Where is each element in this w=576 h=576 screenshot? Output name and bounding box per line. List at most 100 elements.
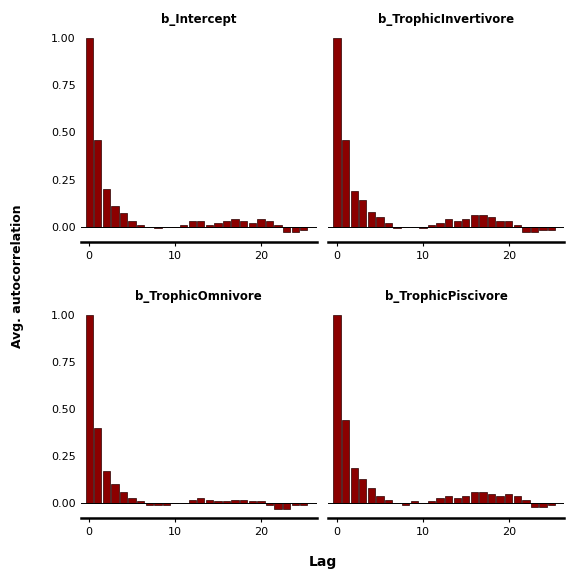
Bar [522,499,529,503]
Bar [249,223,256,226]
Bar [257,502,264,503]
Bar [488,494,495,503]
Bar [334,38,340,226]
Title: b_TrophicOmnivore: b_TrophicOmnivore [135,290,262,303]
Bar [453,221,461,226]
Bar [488,217,495,226]
Bar [232,499,239,503]
Title: b_TrophicPiscivore: b_TrophicPiscivore [385,290,508,303]
Bar [223,221,230,226]
Bar [376,217,384,226]
Bar [497,496,504,503]
Bar [266,503,273,505]
Bar [257,219,264,226]
Bar [514,225,521,226]
Bar [86,315,93,503]
Bar [479,215,487,226]
Bar [188,499,196,503]
Bar [342,140,349,226]
Bar [206,499,213,503]
Bar [103,471,110,503]
Bar [120,492,127,503]
Title: b_TrophicInvertivore: b_TrophicInvertivore [378,13,514,26]
Bar [266,221,273,226]
Bar [385,499,392,503]
Bar [111,206,119,226]
Bar [103,189,110,226]
Bar [505,494,512,503]
Bar [437,223,444,226]
Bar [223,502,230,503]
Bar [188,221,196,226]
Bar [163,503,170,505]
Bar [197,221,204,226]
Bar [411,502,418,503]
Bar [111,484,119,503]
Bar [180,225,187,226]
Bar [334,315,340,503]
Bar [367,488,375,503]
Bar [94,428,101,503]
Bar [249,502,256,503]
Bar [197,498,204,503]
Text: Avg. autocorrelation: Avg. autocorrelation [11,204,24,348]
Bar [471,492,478,503]
Bar [137,502,145,503]
Bar [300,226,308,230]
Bar [214,223,222,226]
Bar [214,502,222,503]
Bar [146,503,153,505]
Bar [128,221,136,226]
Bar [376,496,384,503]
Bar [94,140,101,226]
Bar [539,226,547,230]
Bar [437,498,444,503]
Title: b_Intercept: b_Intercept [161,13,236,26]
Bar [531,226,538,232]
Bar [393,226,401,229]
Bar [471,215,478,226]
Bar [497,221,504,226]
Bar [514,496,521,503]
Bar [240,221,247,226]
Bar [428,225,435,226]
Bar [367,211,375,226]
Bar [137,225,145,226]
Bar [342,420,349,503]
Bar [522,226,529,232]
Bar [274,503,282,509]
Bar [274,225,282,226]
Bar [462,219,469,226]
Bar [283,503,290,509]
Bar [86,38,93,226]
Bar [291,503,299,505]
Bar [300,503,308,505]
Bar [453,498,461,503]
Bar [428,502,435,503]
Bar [283,226,290,232]
Text: Lag: Lag [308,555,337,569]
Bar [240,499,247,503]
Bar [479,492,487,503]
Bar [462,496,469,503]
Bar [548,503,555,505]
Bar [359,479,366,503]
Bar [548,226,555,230]
Bar [531,503,538,507]
Bar [128,498,136,503]
Bar [419,226,426,229]
Bar [385,223,392,226]
Bar [206,225,213,226]
Bar [505,221,512,226]
Bar [402,503,410,505]
Bar [351,191,358,226]
Bar [232,219,239,226]
Bar [120,214,127,226]
Bar [445,496,452,503]
Bar [154,226,161,229]
Bar [154,503,161,505]
Bar [539,503,547,507]
Bar [291,226,299,232]
Bar [351,468,358,503]
Bar [445,219,452,226]
